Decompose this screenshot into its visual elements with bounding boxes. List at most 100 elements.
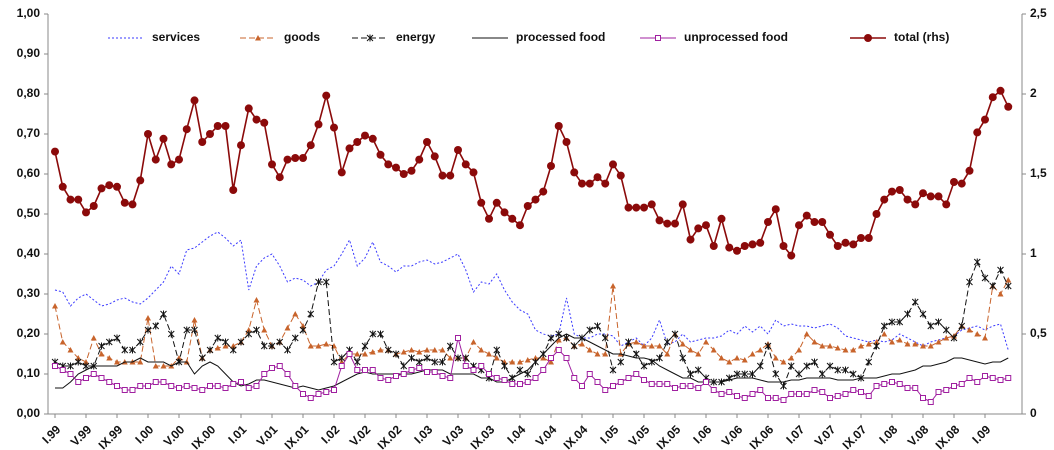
point [199, 387, 206, 393]
point [191, 385, 198, 391]
x-tick-label: V.07 [812, 422, 839, 449]
point [586, 371, 593, 377]
point [548, 359, 554, 365]
point [966, 278, 973, 286]
series-line [55, 333, 1009, 391]
point [129, 387, 136, 393]
point [725, 243, 734, 252]
x-tick-label: I.04 [504, 422, 528, 446]
point [602, 351, 609, 357]
point [337, 168, 346, 177]
point [438, 171, 447, 180]
point [934, 192, 943, 201]
point [927, 322, 935, 330]
point [857, 234, 865, 242]
point [307, 310, 315, 318]
point [291, 334, 299, 342]
point [803, 362, 811, 370]
point [106, 379, 113, 385]
point [90, 335, 97, 341]
point [734, 355, 740, 361]
point [213, 122, 222, 130]
point [726, 389, 733, 395]
point [687, 347, 694, 353]
point [578, 179, 586, 188]
point [547, 334, 555, 342]
point [873, 342, 880, 350]
point [408, 354, 415, 362]
x-tick-label: V.00 [161, 422, 188, 449]
point [268, 342, 276, 350]
point [245, 327, 252, 333]
point [749, 391, 756, 397]
point [826, 230, 834, 239]
point [136, 338, 144, 346]
point [655, 216, 664, 225]
point [756, 362, 764, 370]
legend-label: energy [396, 30, 436, 44]
point [416, 365, 423, 371]
x-tick-label: IX.07 [840, 422, 870, 450]
point [788, 391, 795, 397]
point [850, 347, 857, 353]
point [300, 323, 306, 329]
y-tick-label: 0,30 [17, 286, 41, 300]
point [315, 278, 322, 286]
point [764, 218, 772, 226]
point [694, 224, 703, 233]
point [633, 339, 640, 345]
point [369, 330, 377, 338]
point [306, 141, 315, 150]
point [609, 366, 617, 374]
point [493, 375, 500, 381]
point [501, 362, 508, 370]
point [307, 343, 314, 349]
point [276, 363, 283, 369]
point [90, 371, 97, 377]
point [694, 366, 702, 374]
point [819, 343, 826, 349]
point [647, 200, 656, 209]
point [540, 355, 547, 361]
series-line [54, 279, 1009, 367]
point [493, 346, 501, 354]
point [392, 350, 400, 358]
point [788, 355, 795, 361]
point [850, 387, 857, 393]
point [424, 369, 430, 375]
point [121, 387, 128, 393]
point [431, 347, 438, 353]
x-tick-label: I.02 [318, 422, 342, 446]
point [454, 354, 462, 362]
series-line [54, 89, 1009, 258]
point [145, 383, 151, 389]
point [920, 395, 926, 401]
point [98, 342, 105, 350]
point [315, 343, 322, 349]
point [152, 322, 160, 330]
point [896, 318, 904, 326]
point [369, 367, 376, 373]
point [819, 389, 826, 395]
point [408, 347, 415, 353]
point [517, 381, 523, 387]
point [865, 393, 872, 399]
point [609, 160, 617, 169]
point [864, 234, 873, 242]
point [903, 195, 912, 204]
point [679, 354, 687, 362]
point [858, 343, 864, 349]
point [67, 371, 74, 377]
point [129, 346, 136, 354]
point [695, 385, 702, 391]
point [353, 358, 361, 366]
point [237, 141, 245, 150]
point [128, 200, 137, 209]
point [966, 327, 973, 333]
point [624, 203, 633, 212]
point [826, 362, 834, 370]
point [880, 322, 888, 330]
x-tick-label: IX.02 [375, 422, 405, 450]
point [462, 363, 469, 369]
